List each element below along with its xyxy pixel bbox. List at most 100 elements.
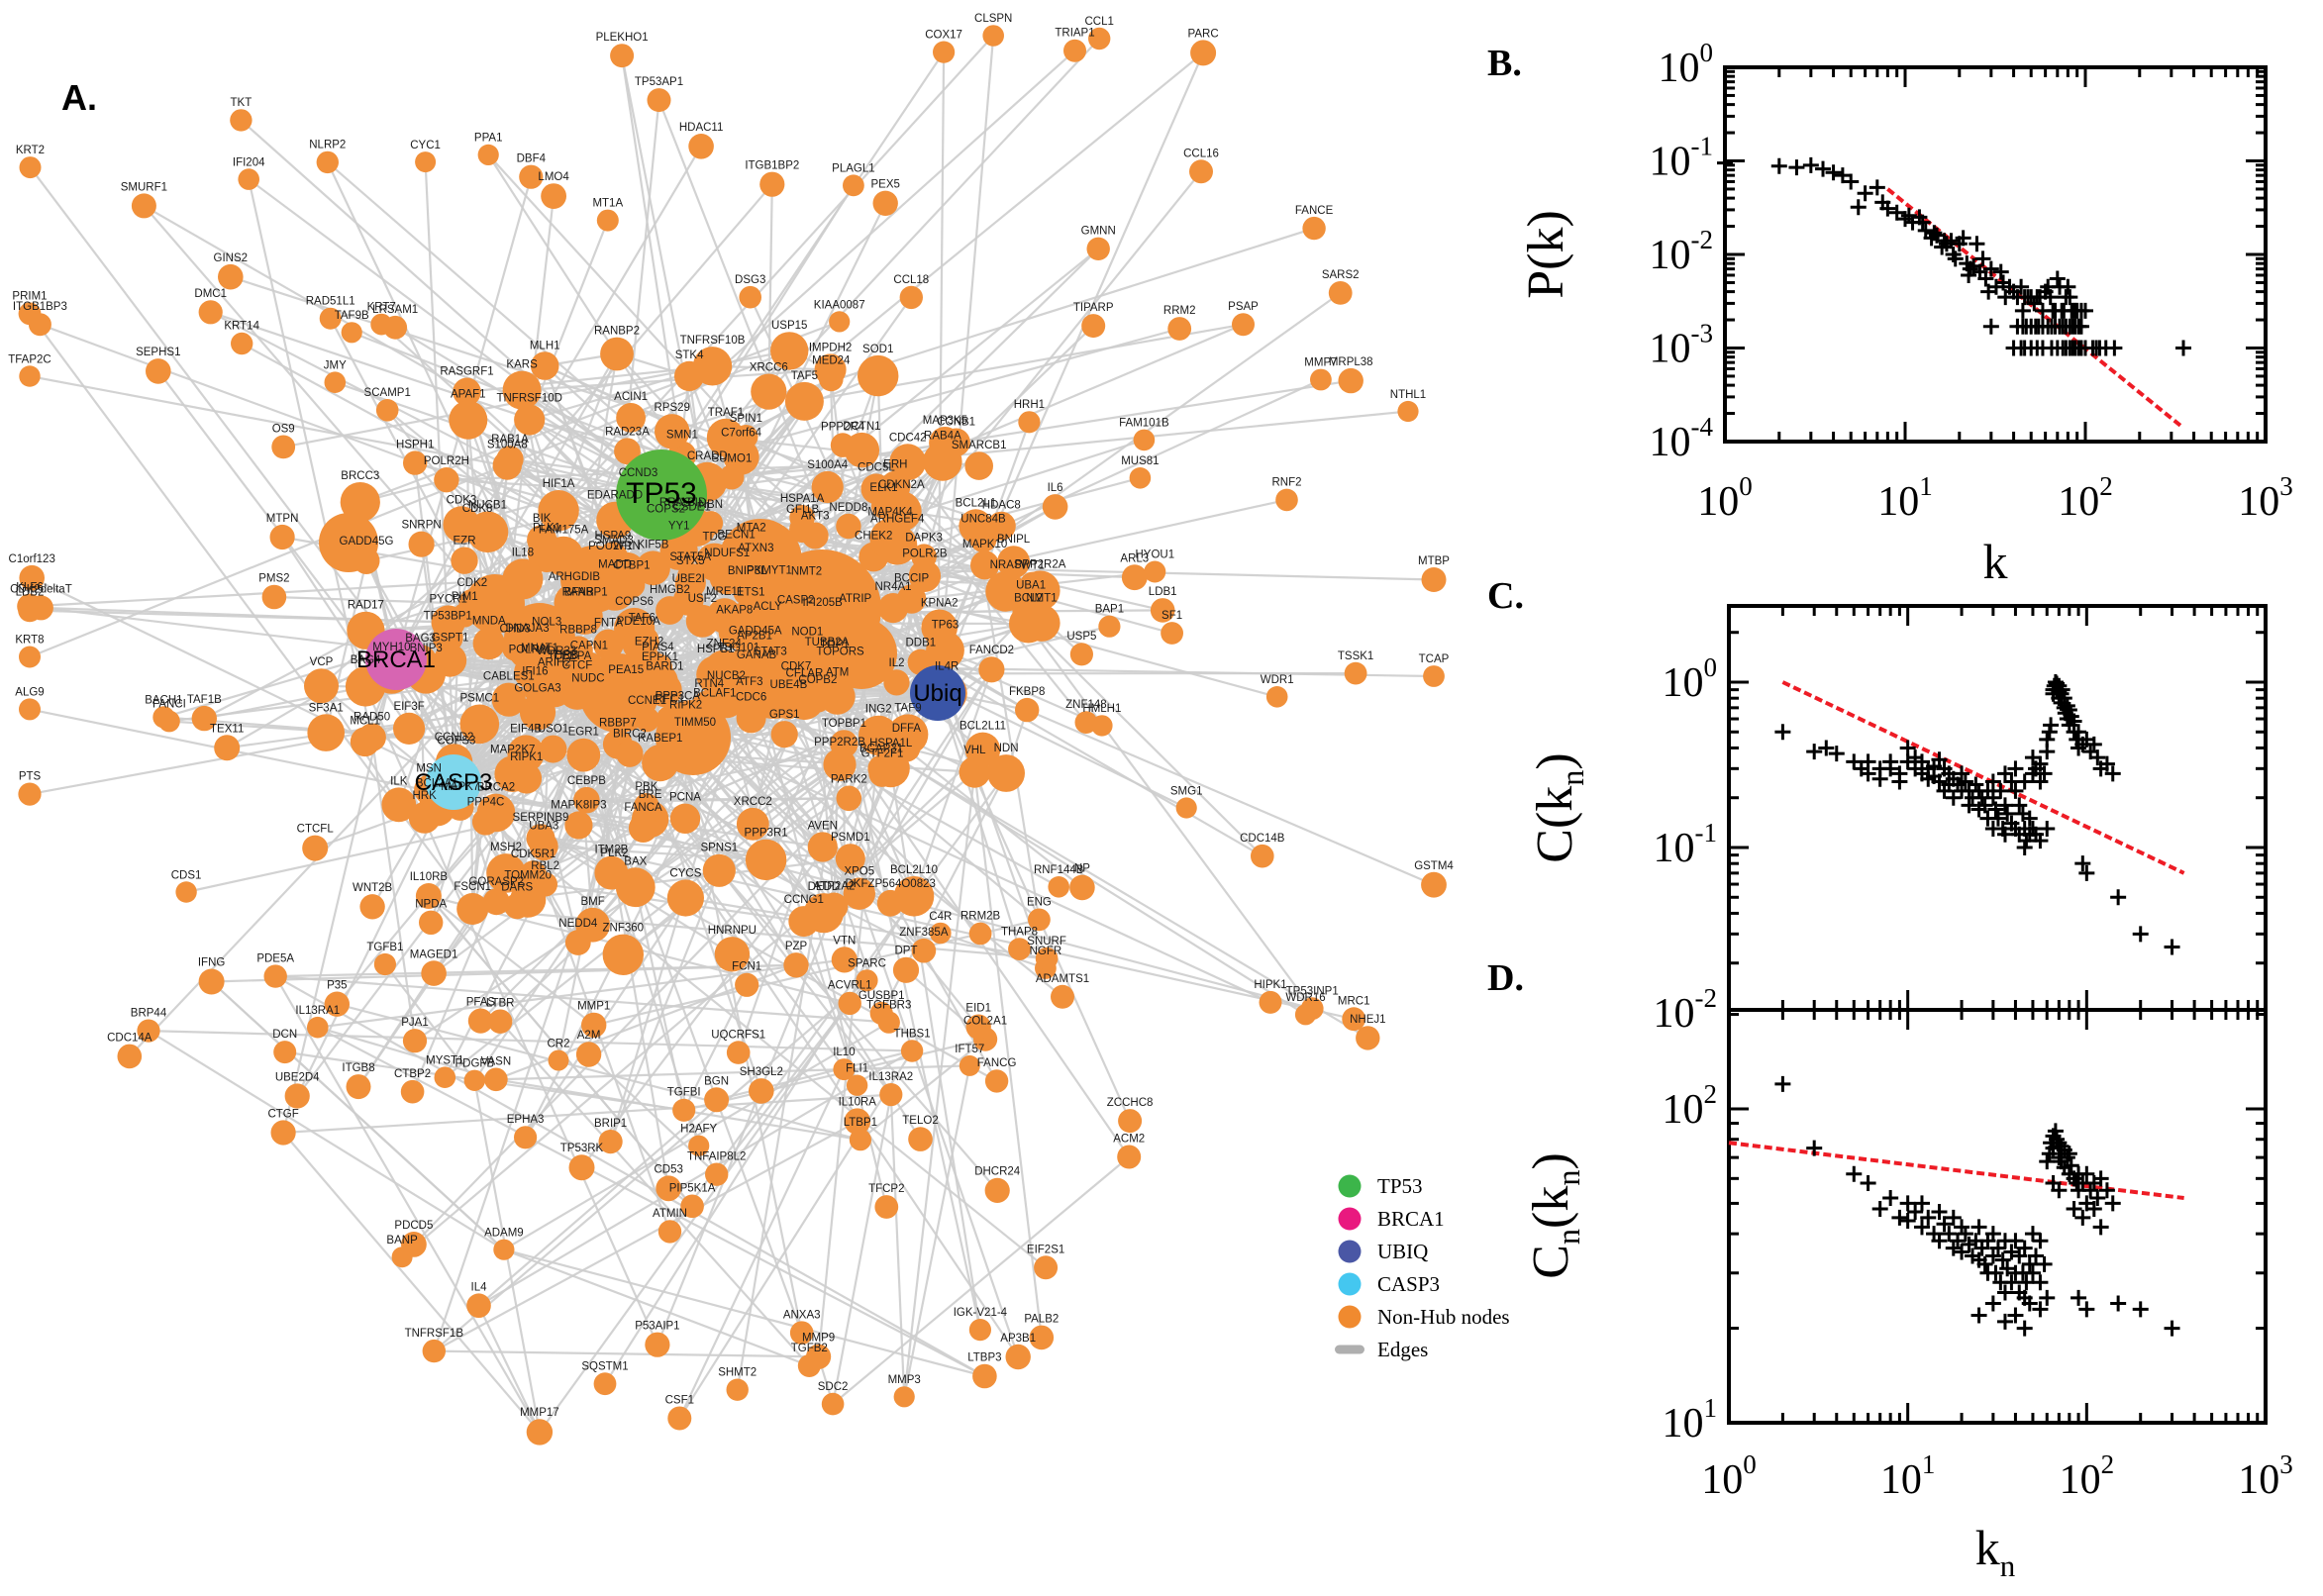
network-node-label: PDE10A (617, 616, 660, 628)
network-edge (936, 35, 995, 694)
network-node (829, 311, 851, 333)
network-node (1275, 488, 1298, 512)
network-node (340, 482, 380, 523)
scatter-point (2078, 1301, 2095, 1318)
network-node (704, 1087, 730, 1113)
legend-item-label: TP53 (1377, 1174, 1423, 1198)
network-node-label: CTCFL (297, 824, 335, 836)
scatter-point (1970, 1219, 1987, 1236)
network-edge (503, 1248, 810, 1367)
scatter-point (2032, 773, 2049, 790)
network-node (1015, 697, 1040, 723)
network-node (131, 193, 156, 219)
tick-label: 102 (2060, 1449, 2115, 1503)
network-node-label: ARIH2 (538, 657, 571, 669)
network-node-label: GORASP2 (468, 876, 524, 888)
network-node-label: HSPA9 (594, 530, 631, 542)
scatter-point (2092, 1219, 2109, 1236)
network-node (1048, 876, 1069, 898)
hub-node-label: Ubiq (913, 680, 961, 707)
network-node (401, 1232, 427, 1257)
network-edge (384, 963, 476, 1081)
plot-ticks (1727, 606, 2268, 1010)
network-node (381, 787, 417, 823)
network-node (538, 490, 579, 532)
network-node-label: PRIM1 (12, 290, 47, 302)
network-node-label: HRH1 (1014, 399, 1045, 411)
scatter-point (1806, 1140, 1823, 1156)
network-edge (320, 559, 465, 687)
network-node (491, 682, 526, 717)
network-edge (275, 963, 797, 978)
network-node (680, 1194, 704, 1219)
tick-label: 103 (2238, 1449, 2293, 1503)
network-node-label: TUBB2A (805, 637, 850, 648)
network-node-label: CCNG1 (784, 894, 824, 906)
scatter-point (1957, 1226, 1973, 1243)
network-node-label: RFC1 (655, 694, 684, 706)
network-node (930, 922, 952, 945)
network-node (1175, 797, 1197, 819)
network-node (573, 651, 605, 683)
network-node-label: RAD17 (348, 600, 384, 612)
network-node-label: PPA1 (474, 133, 503, 145)
scatter-point (1957, 773, 1973, 790)
tick-label: 10-1 (1654, 818, 1718, 871)
network-edge (524, 897, 687, 1139)
network-node (350, 727, 380, 757)
network-node-label: PSAP (1228, 301, 1259, 313)
network-node-label: HSPA1A (780, 493, 825, 505)
network-node-label: PPP2R4 (821, 421, 865, 433)
scatter-point (1899, 1213, 1916, 1230)
network-node-label: MMP9 (802, 1333, 835, 1345)
network-node-label: STAT5A (669, 551, 711, 563)
network-edge (156, 370, 455, 763)
network-node (598, 1130, 623, 1154)
network-node-label: BGN (704, 1075, 729, 1087)
tick-label: 101 (1880, 1449, 1936, 1503)
legend-item-edges: Edges (1335, 1338, 1428, 1361)
network-node-label: CTBP2 (394, 1068, 431, 1080)
network-node (1189, 159, 1213, 184)
network-node-label: JMY (324, 359, 347, 371)
scatter-point (1913, 1219, 1930, 1236)
network-node-label: AKT3 (801, 511, 830, 523)
network-node (1074, 711, 1098, 734)
network-node (402, 1029, 428, 1053)
network-node-label: MYST1 (426, 1054, 463, 1066)
network-node-label: C7orf64 (721, 427, 762, 439)
network-node (959, 1054, 980, 1076)
network-node-label: IGK-V21-4 (954, 1307, 1008, 1319)
network-nodes (17, 25, 1447, 1446)
tick-label: 10-1 (1650, 132, 1714, 185)
network-node-label: EIF2S1 (1027, 1244, 1064, 1255)
scatter-point (2011, 797, 2028, 814)
network-edge (858, 668, 993, 895)
network-node-label: ATXN3 (738, 543, 773, 554)
network-node-label: HSPH1 (396, 439, 434, 450)
network-node (877, 593, 909, 624)
network-node (482, 888, 510, 916)
network-node-label: ATMIN (653, 1208, 687, 1220)
network-node-label: DARS (501, 881, 533, 893)
network-node (702, 853, 736, 887)
network-node (353, 548, 380, 574)
network-edge (621, 54, 736, 634)
network-node (984, 1069, 1009, 1093)
network-node-label: KRT8 (15, 635, 44, 647)
network-node-label: BRE (639, 789, 662, 801)
network-node-label: SH3GL2 (740, 1066, 783, 1078)
network-node-label: CEBPB (567, 775, 606, 787)
network-node-label: GSPT1 (432, 632, 469, 644)
network-edge (1026, 709, 1435, 886)
network-node-label: TDG (702, 532, 726, 544)
network-node-label: GANAB (737, 649, 777, 661)
network-node (770, 721, 798, 748)
scatter-point (1871, 770, 1888, 787)
network-node-label: UQCRFS1 (711, 1029, 765, 1041)
network-node-label: RNF2 (1271, 477, 1301, 489)
network-node (1232, 313, 1255, 337)
network-node (493, 1239, 515, 1260)
tick-label: 10-2 (1650, 225, 1714, 278)
